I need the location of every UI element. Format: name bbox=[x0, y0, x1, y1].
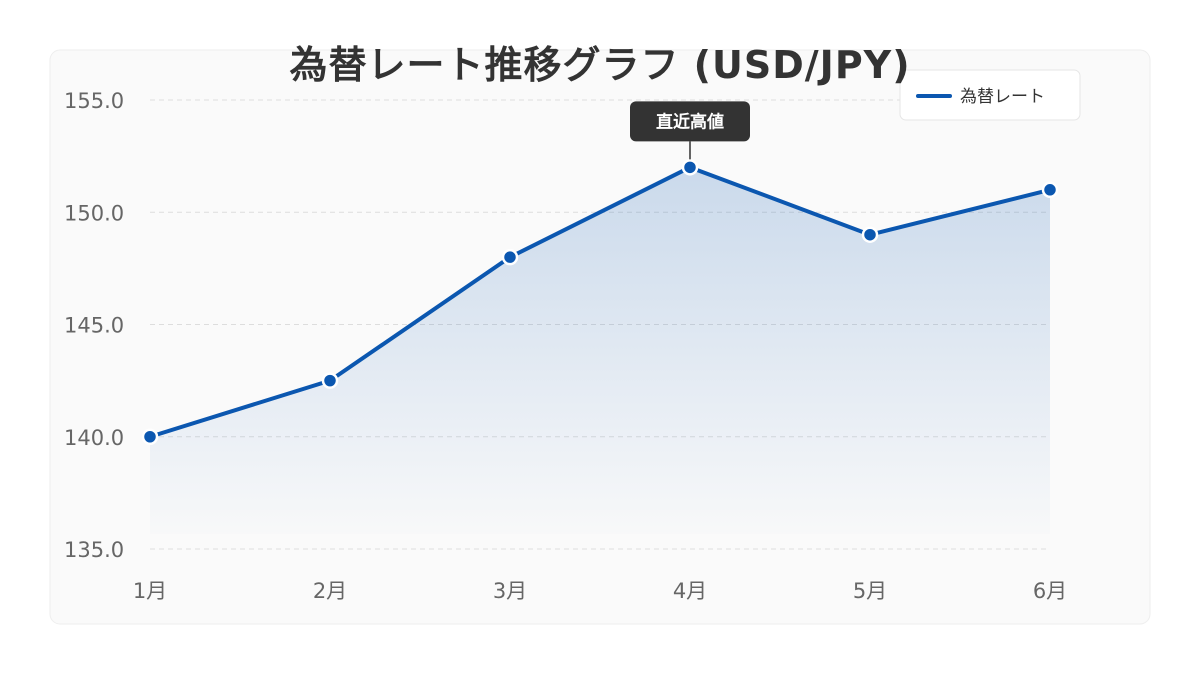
x-tick-label: 6月 bbox=[1033, 579, 1067, 603]
data-point[interactable] bbox=[861, 226, 879, 243]
chart-title: 為替レート推移グラフ (USD/JPY) bbox=[289, 43, 911, 87]
data-point[interactable] bbox=[681, 159, 699, 176]
y-tick-label: 140.0 bbox=[64, 426, 124, 450]
data-point[interactable] bbox=[141, 428, 159, 445]
y-tick-label: 135.0 bbox=[64, 538, 124, 562]
annotation: 直近高値 bbox=[630, 101, 750, 160]
x-tick-label: 4月 bbox=[673, 579, 707, 603]
y-tick-label: 155.0 bbox=[64, 89, 124, 113]
annotation-label: 直近高値 bbox=[656, 111, 724, 132]
data-point[interactable] bbox=[501, 248, 519, 266]
data-point[interactable] bbox=[321, 372, 339, 389]
x-tick-label: 2月 bbox=[313, 579, 347, 603]
y-tick-label: 145.0 bbox=[64, 314, 124, 338]
legend-box bbox=[899, 69, 1081, 121]
x-tick-label: 1月 bbox=[133, 579, 167, 603]
series-area-fill bbox=[150, 167, 1050, 534]
legend[interactable]: 為替レート bbox=[899, 69, 1081, 121]
x-tick-label: 3月 bbox=[493, 579, 527, 603]
y-axis-ticks: 155.0 150.0 145.0 140.0 135.0 bbox=[64, 89, 124, 562]
series-line bbox=[148, 165, 1052, 439]
data-points bbox=[141, 159, 1059, 445]
legend-label: 為替レート bbox=[960, 87, 1045, 107]
annotation-box bbox=[630, 101, 750, 142]
x-axis-ticks: 1月 2月 3月 4月 5月 6月 bbox=[133, 579, 1067, 603]
x-tick-label: 5月 bbox=[853, 579, 887, 603]
y-tick-label: 150.0 bbox=[64, 201, 124, 225]
data-point[interactable] bbox=[1041, 181, 1059, 199]
